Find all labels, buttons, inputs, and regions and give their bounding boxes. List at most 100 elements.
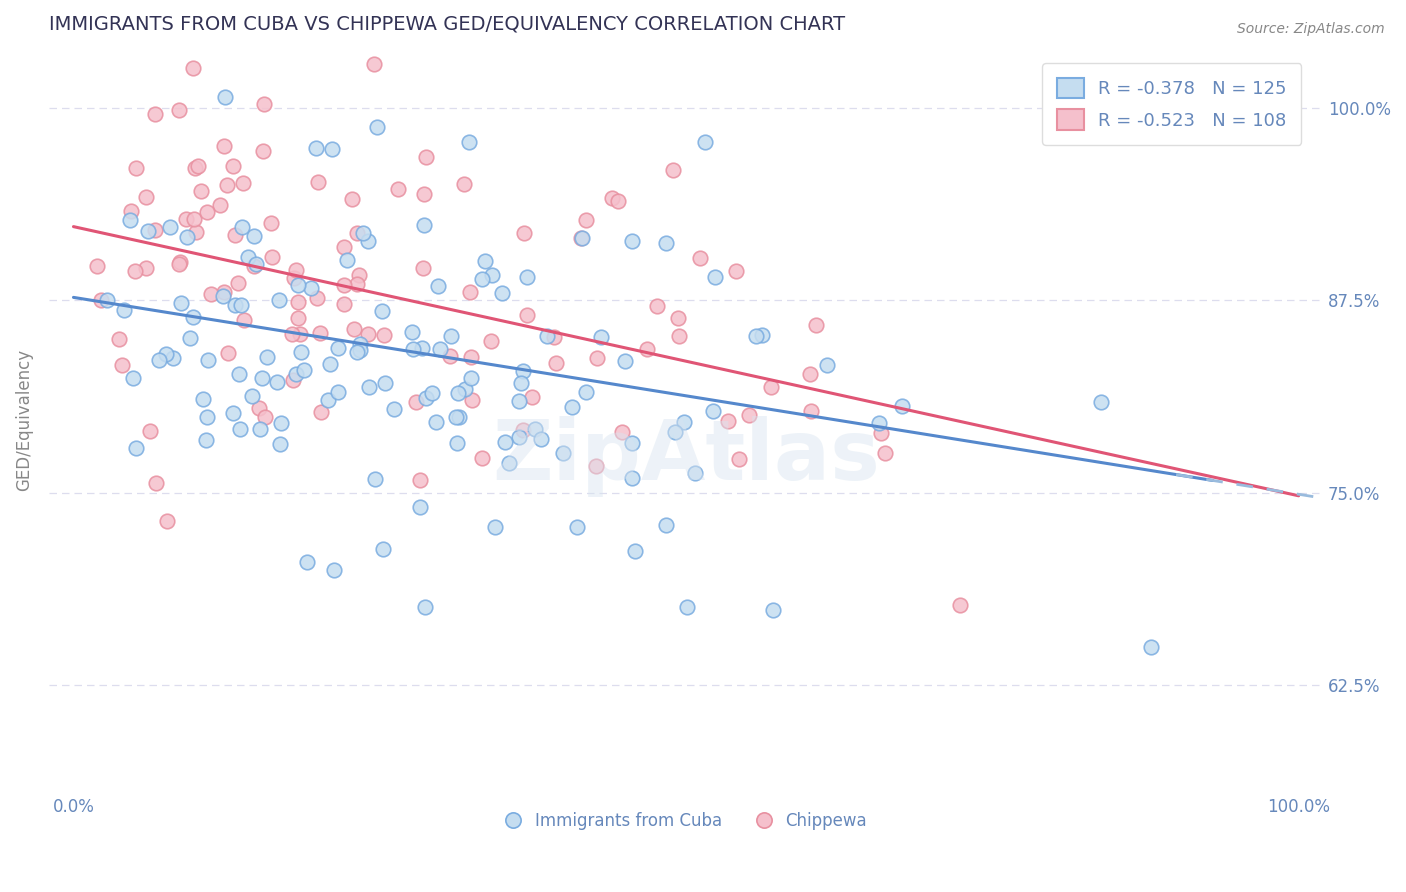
Point [200,287,222,301]
Point [253,409,276,424]
Point [262,250,284,264]
Point [260,215,283,229]
Point [139,425,162,439]
Point [727,452,749,467]
Point [621,234,644,248]
Point [717,414,740,428]
Point [159,219,181,234]
Point [181,310,204,324]
Point [122,371,145,385]
Point [148,353,170,368]
Point [197,353,219,368]
Point [328,385,350,400]
Point [112,302,135,317]
Point [413,599,436,614]
Point [662,163,685,178]
Point [676,599,699,614]
Point [440,329,463,343]
Point [270,416,292,430]
Point [401,325,423,339]
Point [222,406,245,420]
Point [520,390,543,404]
Point [349,343,371,358]
Point [571,231,593,245]
Point [181,62,204,76]
Point [868,416,890,430]
Point [498,456,520,470]
Point [458,285,481,300]
Point [1090,395,1112,409]
Point [585,459,607,474]
Point [190,184,212,198]
Point [287,277,309,292]
Point [340,192,363,206]
Point [305,141,328,155]
Point [156,514,179,528]
Point [429,342,451,356]
Point [415,150,437,164]
Point [305,291,328,305]
Point [890,399,912,413]
Point [281,326,304,341]
Text: Source: ZipAtlas.com: Source: ZipAtlas.com [1237,22,1385,37]
Point [875,446,897,460]
Point [318,358,340,372]
Point [346,277,368,291]
Point [373,327,395,342]
Point [322,563,344,577]
Point [250,371,273,385]
Point [413,186,436,201]
Point [125,441,148,455]
Point [636,342,658,356]
Point [447,385,470,400]
Point [702,404,724,418]
Point [561,400,583,414]
Point [238,250,260,264]
Point [176,212,198,227]
Point [620,435,643,450]
Point [266,375,288,389]
Point [471,272,494,286]
Point [309,326,332,340]
Point [725,264,748,278]
Point [471,450,494,465]
Point [589,330,612,344]
Point [1140,640,1163,655]
Point [292,362,315,376]
Point [513,226,536,240]
Point [224,228,246,243]
Point [655,518,678,533]
Point [800,404,823,418]
Point [610,425,633,439]
Point [256,350,278,364]
Point [409,473,432,487]
Text: IMMIGRANTS FROM CUBA VS CHIPPEWA GED/EQUIVALENCY CORRELATION CHART: IMMIGRANTS FROM CUBA VS CHIPPEWA GED/EQU… [49,15,845,34]
Point [215,178,238,193]
Point [382,402,405,417]
Text: ZipAtlas: ZipAtlas [492,417,880,498]
Point [569,231,592,245]
Point [86,260,108,274]
Point [413,218,436,232]
Point [240,389,263,403]
Point [290,344,312,359]
Point [751,327,773,342]
Point [585,351,607,366]
Point [214,90,236,104]
Point [704,270,727,285]
Point [145,476,167,491]
Point [870,425,893,440]
Point [232,313,254,327]
Point [607,194,630,208]
Point [799,367,821,381]
Point [170,296,193,310]
Point [411,341,433,355]
Point [672,415,695,429]
Point [366,120,388,134]
Point [332,240,354,254]
Point [183,212,205,227]
Point [453,177,475,191]
Point [387,181,409,195]
Point [453,382,475,396]
Point [530,433,553,447]
